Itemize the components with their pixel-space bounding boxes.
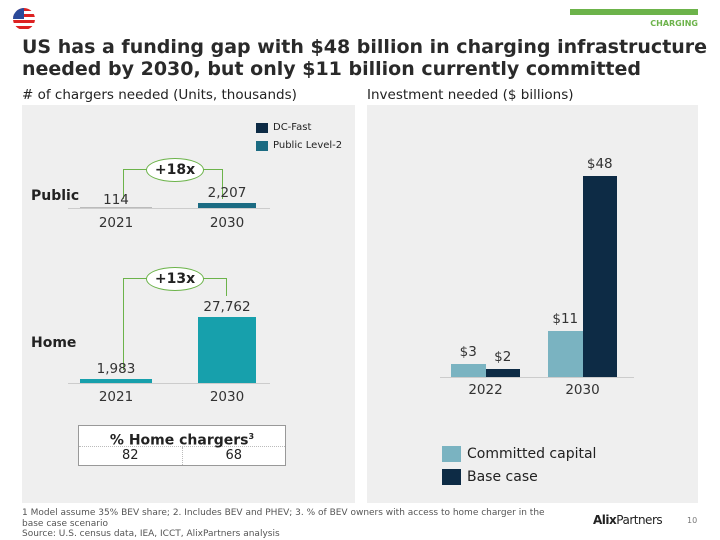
table-cell: 68 — [225, 448, 243, 463]
footnote-ref: 3 — [248, 432, 255, 441]
value-label: $48 — [586, 155, 613, 172]
value-label: 27,762 — [203, 299, 251, 315]
table-cell: 82 — [79, 447, 183, 465]
right-chart-title: Investment needed ($ billions) — [367, 87, 574, 103]
source-note: Source: U.S. census data, IEA, ICCT, Ali… — [22, 529, 280, 539]
axis-line — [68, 208, 270, 209]
bar-committed-capital-2022 — [451, 364, 486, 377]
bar-committed-capital-2030 — [548, 330, 583, 377]
axis-line — [68, 383, 270, 384]
value-label: 114 — [103, 192, 129, 208]
left-chart-title: # of chargers needed (Units, thousands) — [22, 87, 297, 103]
x-tick: 2030 — [209, 389, 245, 405]
x-tick: 2021 — [98, 215, 134, 231]
bar-base-case-2022 — [485, 368, 520, 377]
growth-badge-home: +13x — [146, 267, 204, 291]
page-number: 10 — [687, 516, 698, 525]
table-header: % Home chargers — [109, 432, 249, 449]
group-label-home: Home — [31, 335, 77, 351]
section-tag: CHARGING — [650, 19, 698, 28]
footnotes: 1 Model assume 35% BEV share; 2. Include… — [22, 508, 545, 529]
group-label-public: Public — [31, 188, 80, 204]
value-label: 1,983 — [96, 361, 136, 377]
legend-public-l2: Public Level-2 — [256, 140, 342, 151]
legend-base-case: Base case — [442, 469, 538, 485]
page-title: US has a funding gap with $48 billion in… — [22, 36, 708, 80]
x-tick: 2022 — [468, 382, 503, 398]
value-label: 2,207 — [207, 185, 247, 201]
bar-base-case-2030 — [582, 175, 617, 377]
growth-badge-public: +18x — [146, 158, 204, 182]
bar-home-2030 — [198, 317, 256, 383]
x-tick: 2030 — [209, 215, 245, 231]
value-label: $3 — [459, 344, 477, 361]
axis-line — [440, 377, 634, 378]
alixpartners-logo: AlixPartners — [593, 513, 663, 527]
legend-committed-capital: Committed capital — [442, 446, 596, 462]
x-tick: 2030 — [565, 382, 600, 398]
legend-dc-fast: DC-Fast — [256, 122, 311, 133]
growth-arrow — [226, 278, 227, 296]
x-tick: 2021 — [98, 389, 134, 405]
bar-public-2030 — [198, 203, 256, 208]
us-flag-icon — [13, 8, 35, 30]
value-label: $11 — [552, 310, 579, 327]
bar-home-2021 — [80, 379, 152, 383]
home-chargers-table: % Home chargers3 82 68 — [78, 425, 286, 466]
section-bar — [570, 9, 698, 15]
value-label: $2 — [494, 348, 512, 365]
right-panel — [367, 105, 698, 503]
